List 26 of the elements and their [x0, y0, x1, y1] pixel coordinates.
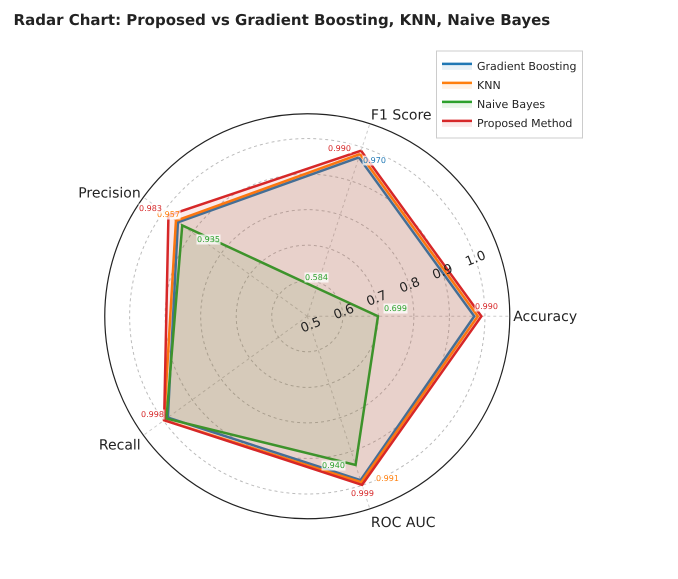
legend-label: Naive Bayes [477, 98, 546, 112]
y-tick-label: 0.5 [298, 314, 324, 336]
chart-title: Radar Chart: Proposed vs Gradient Boosting, KNN, Naive Bayes [14, 10, 550, 29]
y-tick-label: 1.0 [463, 248, 488, 270]
y-tick-label: 0.9 [430, 261, 456, 284]
data-label: 0.990 [475, 302, 498, 311]
data-label: 0.970 [363, 156, 386, 165]
data-label: 0.940 [322, 461, 345, 470]
data-label: 0.584 [305, 273, 328, 282]
legend-label: Proposed Method [477, 117, 572, 130]
spoke-label: Accuracy [513, 309, 578, 326]
legend-label: Gradient Boosting [477, 60, 576, 74]
data-label: 0.699 [384, 304, 407, 313]
spoke-label: ROC AUC [370, 514, 436, 531]
data-label: 0.998 [141, 410, 164, 419]
spoke-label: Precision [78, 186, 141, 202]
data-label: 0.999 [351, 489, 374, 498]
data-label: 0.935 [197, 235, 220, 244]
data-label: 0.991 [376, 474, 399, 483]
spoke-label: F1 Score [370, 107, 432, 124]
data-label: 0.983 [139, 204, 162, 213]
spoke-label: Recall [98, 437, 141, 454]
y-tick-label: 0.6 [332, 301, 356, 324]
legend-label: KNN [477, 79, 501, 92]
data-label: 0.990 [328, 144, 351, 153]
y-tick-label: 0.8 [397, 274, 422, 296]
